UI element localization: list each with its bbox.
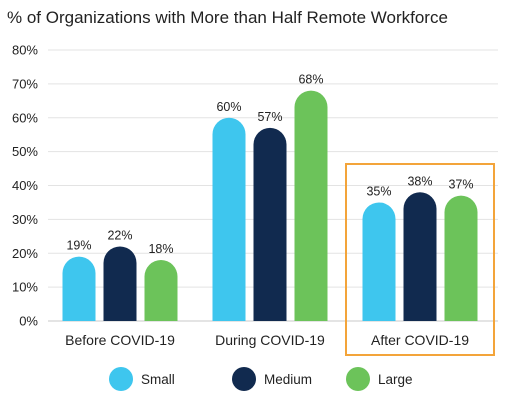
bar-small: [212, 117, 246, 322]
bar-small: [362, 202, 396, 321]
data-label: 19%: [66, 239, 91, 253]
y-tick-label: 20%: [12, 246, 38, 261]
data-label: 35%: [366, 184, 391, 198]
y-tick-label: 50%: [12, 144, 38, 159]
data-label: 37%: [448, 178, 473, 192]
data-label: 22%: [107, 228, 132, 242]
bar-large: [294, 90, 328, 321]
bar-series: [62, 90, 478, 322]
category-labels: Before COVID-19 During COVID-19 After COVI…: [65, 332, 469, 348]
data-labels: 19% 22% 18% 60% 57% 68% 35% 38% 37%: [66, 73, 473, 256]
data-label: 38%: [407, 174, 432, 188]
data-label: 18%: [148, 242, 173, 256]
highlight-box: [345, 163, 495, 356]
y-tick-label: 30%: [12, 212, 38, 227]
bar-medium: [103, 246, 137, 321]
highlight-rect: [345, 163, 495, 356]
y-tick-label: 40%: [12, 178, 38, 193]
legend-label: Large: [378, 372, 413, 387]
legend-label: Medium: [264, 372, 312, 387]
y-tick-label: 60%: [12, 110, 38, 125]
y-axis-tick-labels: 0% 10% 20% 30% 40% 50% 60% 70% 80%: [12, 43, 38, 329]
y-tick-label: 0%: [19, 314, 38, 329]
legend-swatch-medium: [232, 367, 256, 391]
y-tick-label: 80%: [12, 43, 38, 58]
category-label: During COVID-19: [215, 332, 325, 348]
legend: Small Medium Large: [109, 367, 413, 391]
category-label: Before COVID-19: [65, 332, 175, 348]
data-label: 60%: [216, 100, 241, 114]
legend-label: Small: [141, 372, 175, 387]
legend-swatch-small: [109, 367, 133, 391]
category-label: After COVID-19: [371, 332, 469, 348]
data-label: 68%: [298, 73, 323, 87]
y-tick-label: 10%: [12, 280, 38, 295]
bar-small: [62, 256, 96, 321]
data-label: 57%: [257, 110, 282, 124]
legend-swatch-large: [346, 367, 370, 391]
bar-large: [144, 260, 178, 321]
y-tick-label: 70%: [12, 76, 38, 91]
bar-medium: [253, 127, 287, 322]
bar-large: [444, 195, 478, 321]
bar-medium: [403, 192, 437, 321]
chart-title: % of Organizations with More than Half R…: [7, 8, 448, 27]
